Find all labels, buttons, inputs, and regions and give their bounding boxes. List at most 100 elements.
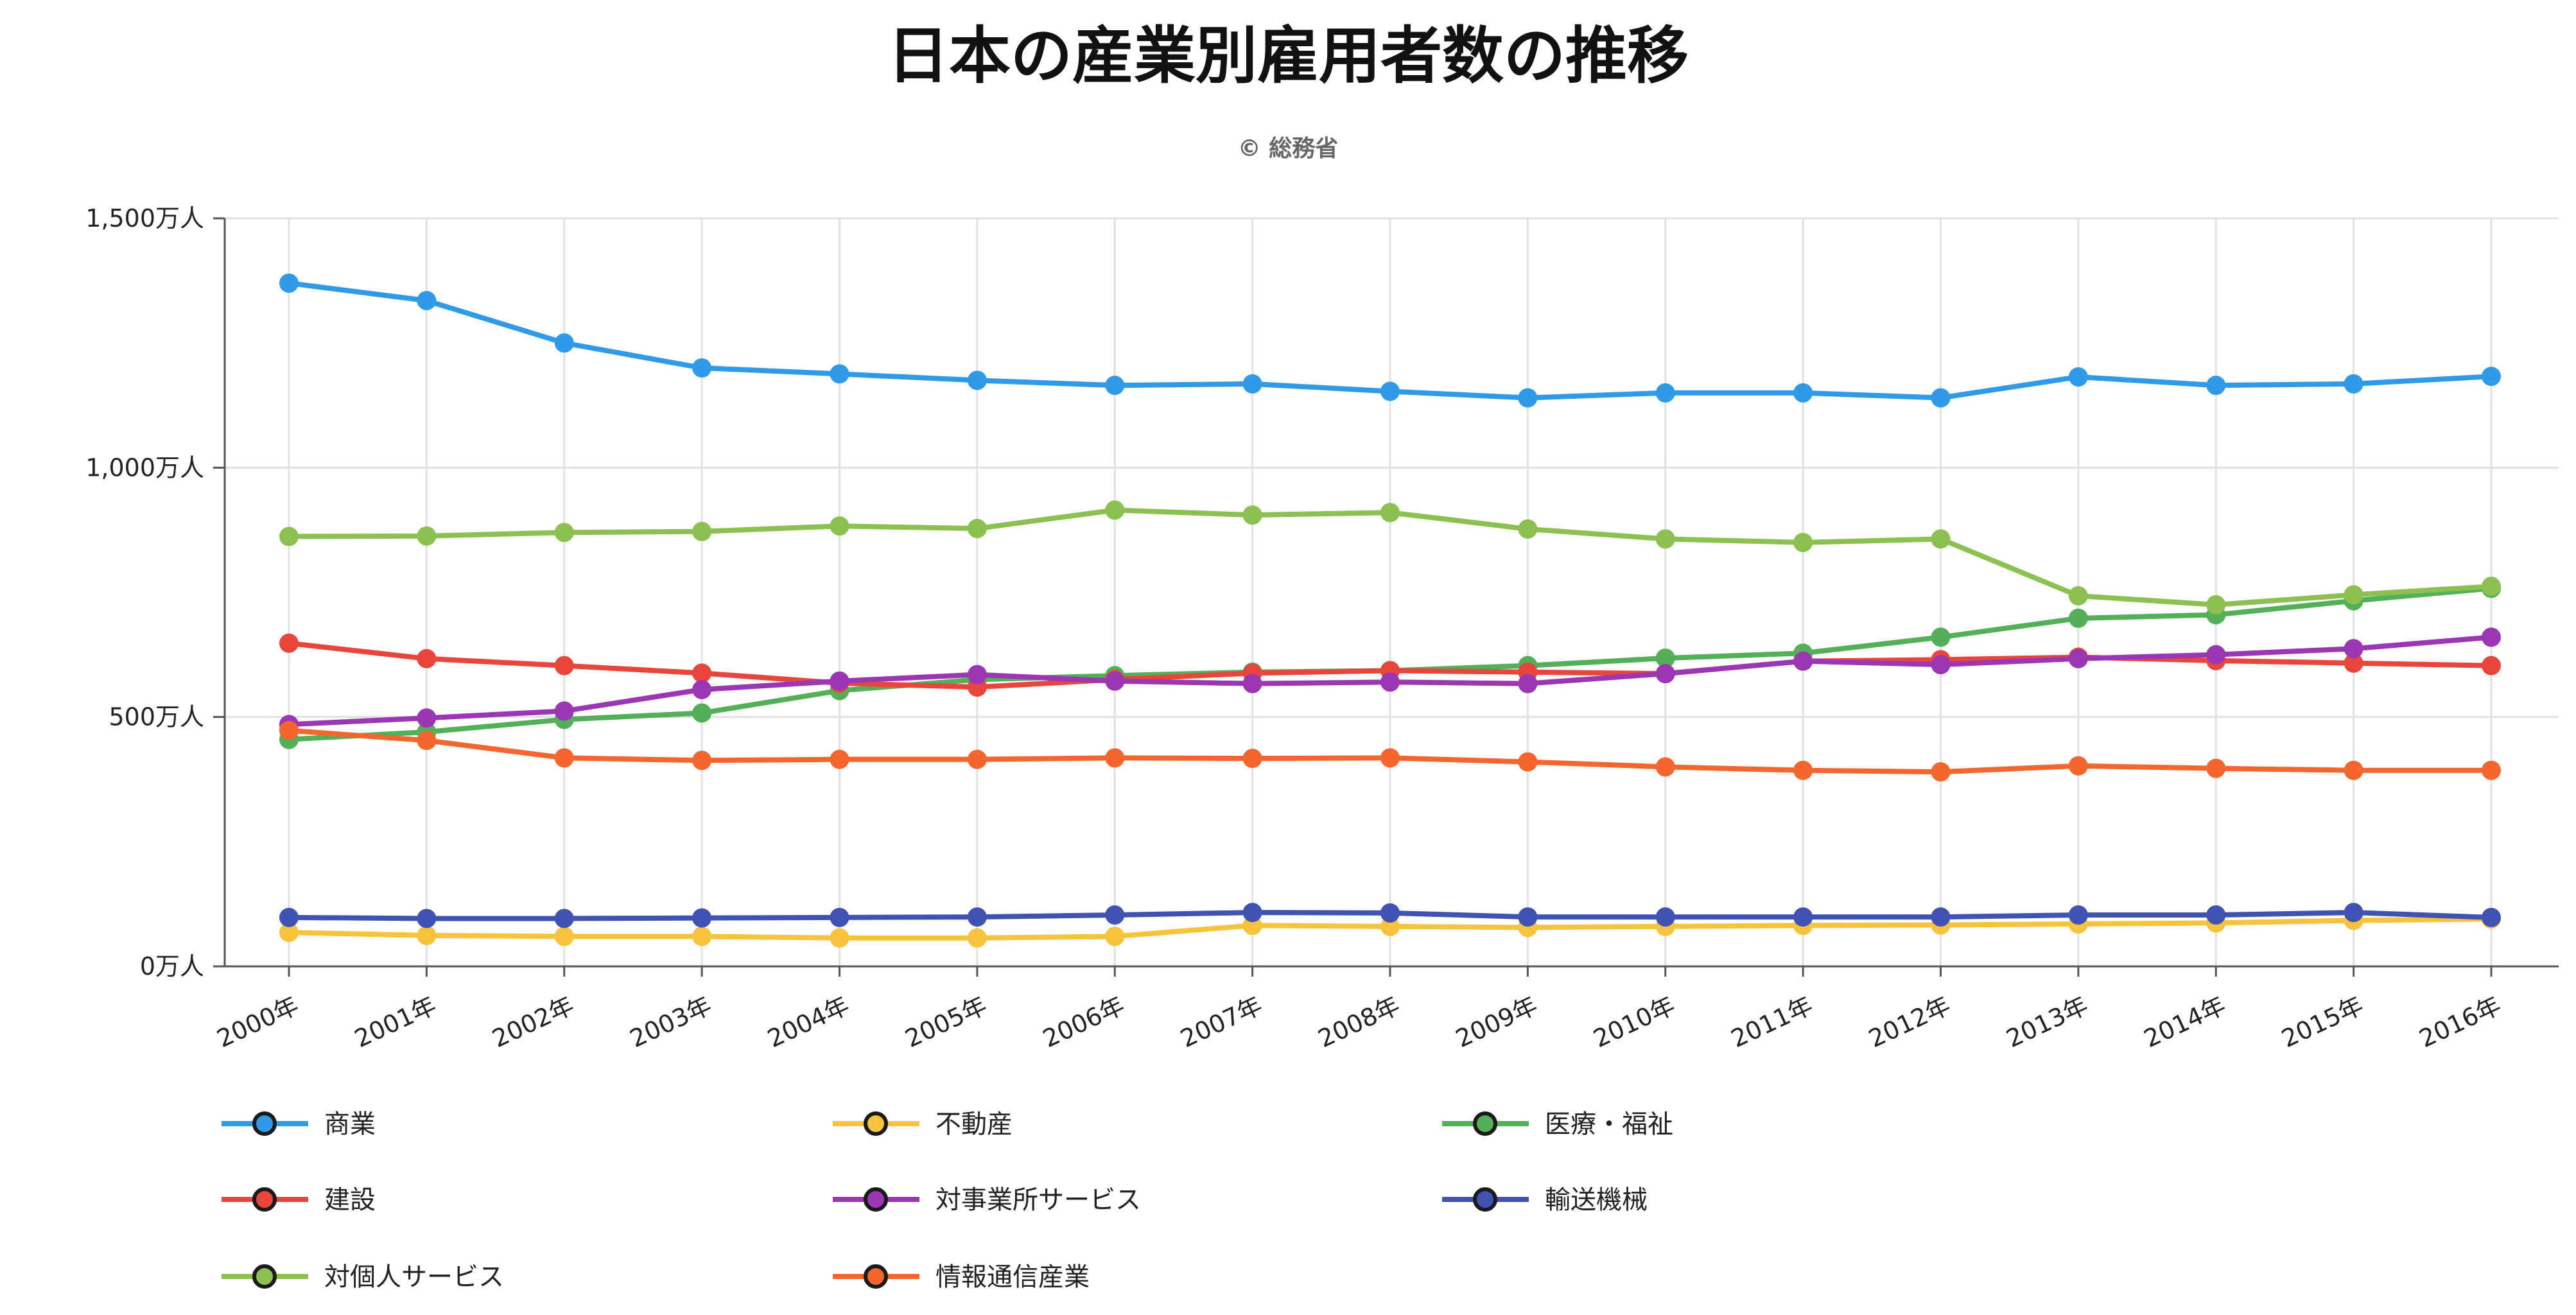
data-point[interactable] <box>1931 388 1951 408</box>
data-point[interactable] <box>1105 500 1125 520</box>
data-point[interactable] <box>1380 381 1400 401</box>
data-point[interactable] <box>1655 383 1675 403</box>
data-point[interactable] <box>2344 374 2363 394</box>
data-point[interactable] <box>1931 529 1951 549</box>
data-point[interactable] <box>2206 376 2226 396</box>
data-point[interactable] <box>1931 762 1951 782</box>
data-point[interactable] <box>1380 503 1400 523</box>
data-point[interactable] <box>279 527 299 546</box>
data-point[interactable] <box>830 749 849 769</box>
data-point[interactable] <box>1655 757 1675 777</box>
data-point[interactable] <box>1655 529 1675 549</box>
data-point[interactable] <box>967 519 987 539</box>
data-point[interactable] <box>967 370 987 390</box>
data-point[interactable] <box>279 273 299 293</box>
data-point[interactable] <box>1793 383 1813 403</box>
data-point[interactable] <box>1518 519 1538 539</box>
data-point[interactable] <box>1105 927 1125 946</box>
data-point[interactable] <box>417 925 437 945</box>
data-point[interactable] <box>2206 758 2226 778</box>
data-point[interactable] <box>417 526 437 546</box>
data-point[interactable] <box>692 521 712 541</box>
data-point[interactable] <box>1793 760 1813 780</box>
data-point[interactable] <box>2344 585 2363 605</box>
data-point[interactable] <box>417 708 437 728</box>
data-point[interactable] <box>417 649 437 668</box>
data-point[interactable] <box>692 927 712 946</box>
data-point[interactable] <box>554 701 574 721</box>
data-point[interactable] <box>1793 532 1813 552</box>
data-point[interactable] <box>1793 907 1813 927</box>
data-point[interactable] <box>830 907 849 927</box>
data-point[interactable] <box>1105 671 1125 691</box>
data-point[interactable] <box>1655 664 1675 684</box>
data-point[interactable] <box>2482 627 2501 647</box>
legend-item[interactable]: 輸送機械 <box>1442 1185 1648 1215</box>
data-point[interactable] <box>967 907 987 927</box>
data-point[interactable] <box>2068 586 2088 605</box>
data-point[interactable] <box>279 720 299 740</box>
data-point[interactable] <box>2206 645 2226 665</box>
data-point[interactable] <box>417 909 437 928</box>
data-point[interactable] <box>2068 367 2088 387</box>
data-point[interactable] <box>554 333 574 353</box>
data-point[interactable] <box>554 748 574 768</box>
data-point[interactable] <box>692 358 712 378</box>
data-point[interactable] <box>2068 756 2088 776</box>
data-point[interactable] <box>417 291 437 311</box>
data-point[interactable] <box>1105 905 1125 925</box>
data-point[interactable] <box>1380 672 1400 692</box>
data-point[interactable] <box>2206 905 2226 925</box>
data-point[interactable] <box>417 731 437 751</box>
data-point[interactable] <box>1655 907 1675 927</box>
data-point[interactable] <box>2482 367 2501 387</box>
legend-item[interactable]: 対個人サービス <box>222 1262 504 1292</box>
data-point[interactable] <box>967 928 987 948</box>
data-point[interactable] <box>692 908 712 928</box>
data-point[interactable] <box>279 907 299 927</box>
data-point[interactable] <box>1242 749 1262 769</box>
data-point[interactable] <box>692 679 712 699</box>
data-point[interactable] <box>830 671 849 691</box>
data-point[interactable] <box>692 663 712 683</box>
legend-item[interactable]: 商業 <box>222 1110 376 1139</box>
data-point[interactable] <box>1242 674 1262 693</box>
data-point[interactable] <box>1518 907 1538 927</box>
data-point[interactable] <box>830 928 849 948</box>
data-point[interactable] <box>2344 760 2363 780</box>
data-point[interactable] <box>2344 653 2363 673</box>
data-point[interactable] <box>554 909 574 928</box>
data-point[interactable] <box>967 665 987 684</box>
data-point[interactable] <box>967 749 987 769</box>
data-point[interactable] <box>1380 748 1400 768</box>
data-point[interactable] <box>2068 905 2088 925</box>
data-point[interactable] <box>1931 627 1951 647</box>
data-point[interactable] <box>830 364 849 384</box>
data-point[interactable] <box>692 751 712 771</box>
data-point[interactable] <box>1931 655 1951 675</box>
data-point[interactable] <box>2344 903 2363 923</box>
data-point[interactable] <box>692 703 712 723</box>
data-point[interactable] <box>1655 649 1675 668</box>
data-point[interactable] <box>2482 907 2501 927</box>
data-point[interactable] <box>1242 505 1262 525</box>
data-point[interactable] <box>554 927 574 946</box>
data-point[interactable] <box>1931 907 1951 927</box>
legend-item[interactable]: 不動産 <box>833 1110 1013 1139</box>
data-point[interactable] <box>2482 577 2501 597</box>
data-point[interactable] <box>2482 760 2501 780</box>
data-point[interactable] <box>1793 651 1813 671</box>
data-point[interactable] <box>2482 656 2501 675</box>
data-point[interactable] <box>279 633 299 653</box>
data-point[interactable] <box>554 656 574 675</box>
legend-item[interactable]: 医療・福祉 <box>1442 1110 1673 1139</box>
data-point[interactable] <box>1518 388 1538 408</box>
data-point[interactable] <box>1105 376 1125 396</box>
data-point[interactable] <box>1380 903 1400 923</box>
data-point[interactable] <box>554 523 574 543</box>
legend-item[interactable]: 建設 <box>222 1185 376 1215</box>
data-point[interactable] <box>1518 674 1538 693</box>
data-point[interactable] <box>1380 916 1400 936</box>
data-point[interactable] <box>279 923 299 943</box>
data-point[interactable] <box>2344 639 2363 659</box>
